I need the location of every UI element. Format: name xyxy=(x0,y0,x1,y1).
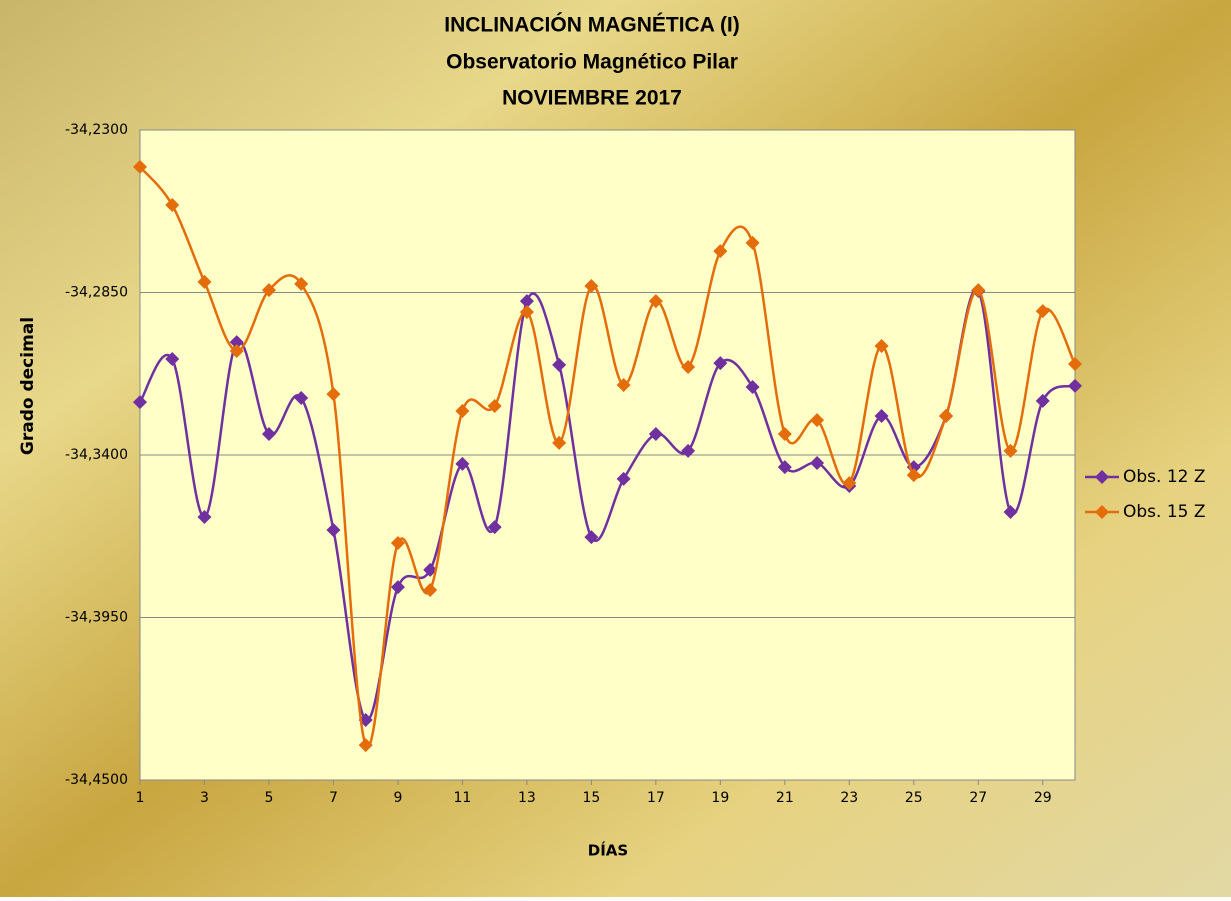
data-point xyxy=(874,338,889,353)
data-point xyxy=(584,530,599,545)
data-point xyxy=(455,403,470,418)
x-tick-label: 21 xyxy=(776,790,794,806)
data-point xyxy=(326,387,341,402)
x-tick-label: 7 xyxy=(329,790,338,806)
x-tick-label: 9 xyxy=(393,790,402,806)
data-point xyxy=(616,471,631,486)
data-point xyxy=(552,357,567,372)
legend-label: Obs. 12 Z xyxy=(1123,467,1206,487)
x-tick-label: 29 xyxy=(1034,790,1052,806)
y-tick-label: -34,2300 xyxy=(65,122,128,138)
y-tick-label: -34,3400 xyxy=(65,447,128,463)
data-point xyxy=(681,443,696,458)
data-point xyxy=(1068,378,1082,393)
data-point xyxy=(713,356,728,371)
data-point xyxy=(487,520,502,535)
data-point xyxy=(906,468,921,483)
x-tick-label: 23 xyxy=(840,790,858,806)
y-tick-label: -34,4500 xyxy=(65,772,128,788)
data-point xyxy=(1068,357,1082,371)
data-point xyxy=(197,274,212,289)
data-point xyxy=(133,395,147,410)
data-point xyxy=(777,427,792,442)
data-point xyxy=(874,409,889,423)
data-point xyxy=(648,294,663,309)
data-point xyxy=(261,427,276,442)
chart-title: Observatorio Magnético Pilar xyxy=(446,51,738,74)
x-tick-label: 5 xyxy=(265,790,274,806)
data-point xyxy=(971,283,986,298)
y-tick-label: -34,2850 xyxy=(65,285,128,301)
series-line xyxy=(138,288,1076,722)
data-point xyxy=(487,398,502,413)
x-tick-label: 19 xyxy=(711,790,729,806)
data-point xyxy=(842,476,857,491)
x-tick-label: 13 xyxy=(518,790,536,806)
data-point xyxy=(423,583,438,598)
data-point xyxy=(810,413,825,428)
x-tick-label: 1 xyxy=(136,790,145,806)
data-point xyxy=(358,738,373,753)
x-tick-label: 3 xyxy=(200,790,209,806)
x-axis-label: DÍAS xyxy=(588,841,628,860)
x-tick-label: 11 xyxy=(453,790,471,806)
data-point xyxy=(455,456,470,471)
data-point xyxy=(1003,443,1018,458)
data-point xyxy=(390,536,405,551)
data-point xyxy=(165,198,180,213)
data-point xyxy=(519,305,534,319)
x-tick-label: 27 xyxy=(969,790,987,806)
data-point xyxy=(261,283,276,298)
data-point xyxy=(552,435,567,450)
data-point xyxy=(584,279,599,293)
data-point xyxy=(713,244,728,259)
legend-marker xyxy=(1095,470,1109,484)
data-point xyxy=(229,335,244,350)
data-point xyxy=(229,344,244,358)
data-point xyxy=(423,562,438,577)
data-point xyxy=(1035,393,1050,408)
series-line xyxy=(139,166,1077,749)
data-point xyxy=(810,455,825,470)
x-tick-label: 15 xyxy=(582,790,600,806)
data-point xyxy=(777,460,792,475)
legend-marker xyxy=(1095,505,1109,519)
data-point xyxy=(1003,505,1018,520)
data-point xyxy=(197,510,212,525)
data-point xyxy=(681,359,696,374)
data-point xyxy=(745,380,760,395)
y-axis-label: Grado decimal xyxy=(18,317,38,455)
data-point xyxy=(294,390,309,405)
chart-title: NOVIEMBRE 2017 xyxy=(502,87,682,110)
data-point xyxy=(165,351,180,366)
chart-title: INCLINACIÓN MAGNÉTICA (I) xyxy=(444,13,740,37)
data-point xyxy=(294,276,309,291)
data-point xyxy=(390,580,405,595)
data-point xyxy=(326,523,341,538)
data-point xyxy=(939,409,954,423)
legend-label: Obs. 15 Z xyxy=(1123,502,1206,522)
data-point xyxy=(616,377,631,392)
data-point xyxy=(519,294,534,309)
data-point xyxy=(648,427,663,442)
data-point xyxy=(1035,304,1050,319)
data-point xyxy=(133,159,147,174)
x-tick-label: 25 xyxy=(905,790,923,806)
x-tick-label: 17 xyxy=(647,790,665,806)
data-point xyxy=(745,235,760,250)
y-tick-label: -34,3950 xyxy=(65,610,128,626)
